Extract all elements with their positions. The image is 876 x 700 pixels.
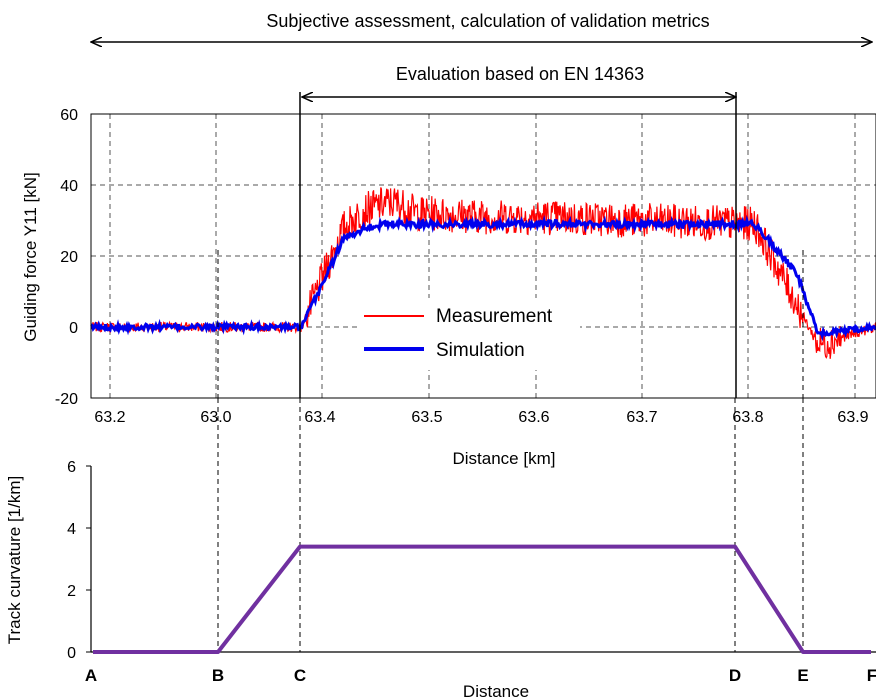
x-tick-label: 63.4 [304,409,335,426]
top-series [90,187,876,359]
point-label-a: A [85,666,97,685]
y-tick-label: -20 [55,391,78,408]
x-tick-label: 63.7 [626,409,657,426]
legend-bg [358,298,580,370]
point-label-e: E [797,666,808,685]
legend: Measurement Simulation [358,298,580,370]
point-label-f: F [867,666,876,685]
top-x-label: Distance [km] [453,449,556,468]
event-markers [217,92,804,652]
bottom-y-label: Track curvature [1/km] [5,476,24,644]
point-label-c: C [294,666,306,685]
y-tick-label: 40 [60,178,78,195]
bottom-point-labels: A B C D E F [85,666,876,685]
series-line-simulation [90,214,876,342]
top-yticks: 60 40 20 0 -20 [55,107,78,408]
x-tick-label: 63.2 [94,409,125,426]
legend-label-simulation: Simulation [436,340,525,361]
top-y-label: Guiding force Y11 [kN] [21,172,40,341]
x-tick-label: 63.5 [411,409,442,426]
x-tick-label: 63.9 [837,409,868,426]
bottom-y-tick-label: 4 [67,521,76,538]
top-plot-frame [90,113,876,399]
top-span-label: Subjective assessment, calculation of va… [266,11,709,31]
bottom-y-tick-label: 6 [67,459,76,476]
top-xticks: 63.2 63.0 63.4 63.5 63.6 63.7 63.8 63.9 [94,409,868,426]
y-tick-label: 60 [60,107,78,124]
point-label-d: D [729,666,741,685]
point-label-b: B [212,666,224,685]
track-curvature-chart: 6 4 2 0 A B C D E F Distance Track curvature [1/… [5,459,876,700]
x-tick-label: 63.6 [518,409,549,426]
bottom-yticks: 6 4 2 0 [67,459,91,662]
x-tick-label: 63.8 [732,409,763,426]
eval-span-label: Evaluation based on EN 14363 [396,64,644,84]
y-tick-label: 0 [69,320,78,337]
bottom-y-tick-label: 0 [67,645,76,662]
legend-label-measurement: Measurement [436,306,553,327]
y-tick-label: 20 [60,249,78,266]
bottom-y-tick-label: 2 [67,583,76,600]
bottom-x-label: Distance [463,682,529,700]
x-tick-label: 63.0 [200,409,231,426]
curvature-line [93,544,871,654]
